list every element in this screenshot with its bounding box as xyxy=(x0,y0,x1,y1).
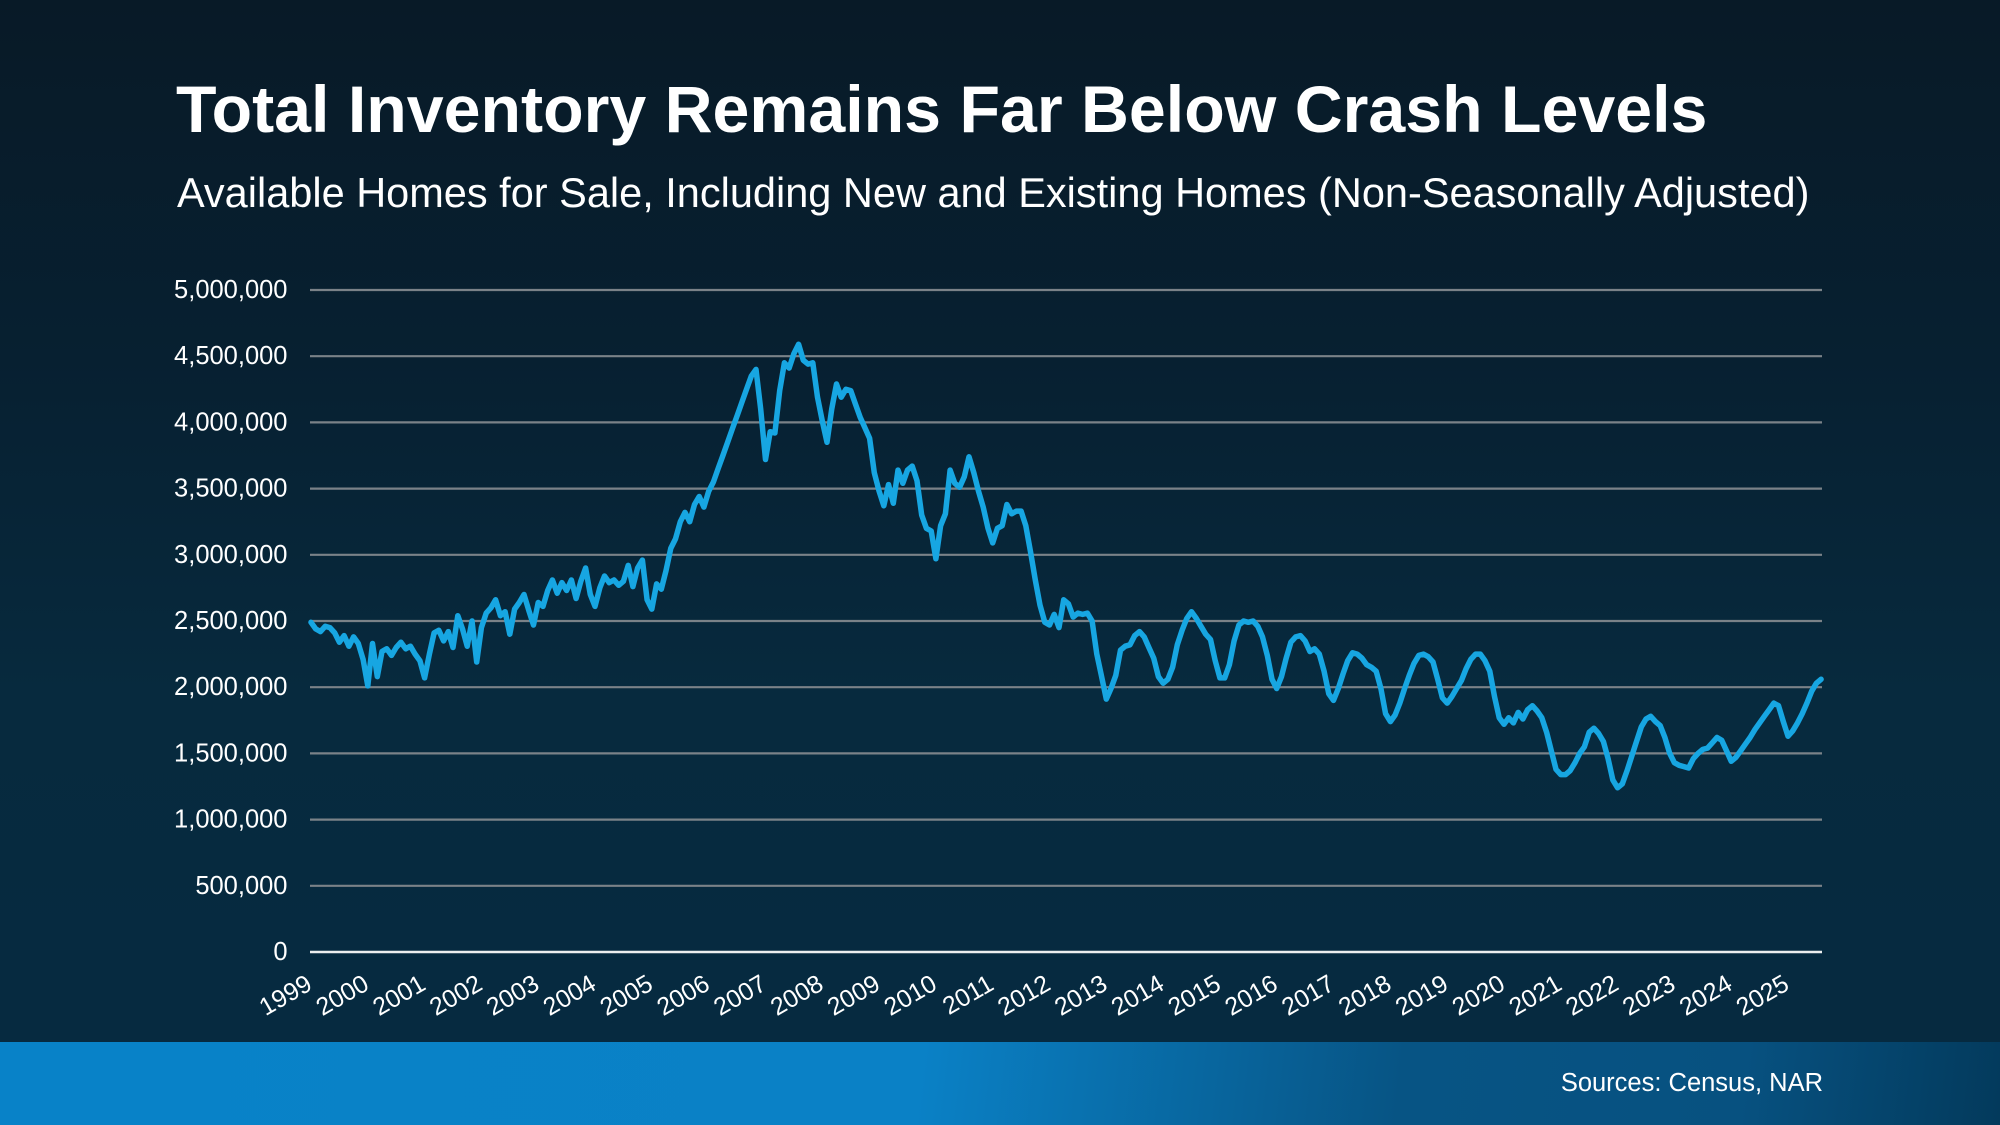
svg-text:2013: 2013 xyxy=(1050,969,1112,1021)
svg-text:2014: 2014 xyxy=(1107,969,1169,1021)
svg-text:2001: 2001 xyxy=(368,969,430,1021)
svg-text:2005: 2005 xyxy=(595,969,657,1021)
svg-text:2007: 2007 xyxy=(709,969,771,1021)
svg-text:1,500,000: 1,500,000 xyxy=(174,739,287,767)
svg-text:4,000,000: 4,000,000 xyxy=(174,408,287,436)
svg-text:2018: 2018 xyxy=(1334,969,1396,1021)
svg-text:2006: 2006 xyxy=(652,969,714,1021)
svg-text:2,000,000: 2,000,000 xyxy=(174,673,287,701)
svg-text:2,500,000: 2,500,000 xyxy=(174,607,287,635)
svg-text:2024: 2024 xyxy=(1675,969,1737,1021)
svg-text:0: 0 xyxy=(273,938,287,966)
svg-text:2017: 2017 xyxy=(1277,969,1339,1021)
svg-text:500,000: 500,000 xyxy=(195,872,287,900)
svg-text:5,000,000: 5,000,000 xyxy=(174,276,287,304)
svg-text:2009: 2009 xyxy=(823,969,885,1021)
svg-text:2022: 2022 xyxy=(1561,969,1623,1021)
svg-text:2021: 2021 xyxy=(1504,969,1566,1021)
svg-text:2020: 2020 xyxy=(1448,969,1510,1021)
svg-text:2000: 2000 xyxy=(311,969,373,1021)
svg-text:2023: 2023 xyxy=(1618,969,1680,1021)
svg-text:2008: 2008 xyxy=(766,969,828,1021)
svg-text:3,500,000: 3,500,000 xyxy=(174,475,287,503)
svg-text:2012: 2012 xyxy=(993,969,1055,1021)
svg-text:2025: 2025 xyxy=(1732,969,1794,1021)
svg-text:2011: 2011 xyxy=(938,969,999,1020)
svg-text:2015: 2015 xyxy=(1163,969,1225,1021)
svg-text:2010: 2010 xyxy=(879,969,941,1021)
svg-text:2016: 2016 xyxy=(1220,969,1282,1021)
svg-text:4,500,000: 4,500,000 xyxy=(174,342,287,370)
svg-text:2003: 2003 xyxy=(482,969,544,1021)
svg-text:2019: 2019 xyxy=(1391,969,1453,1021)
svg-text:1,000,000: 1,000,000 xyxy=(174,806,287,834)
svg-text:3,000,000: 3,000,000 xyxy=(174,541,287,569)
svg-text:2004: 2004 xyxy=(539,969,601,1021)
svg-text:1999: 1999 xyxy=(255,969,317,1021)
svg-text:2002: 2002 xyxy=(425,969,487,1021)
